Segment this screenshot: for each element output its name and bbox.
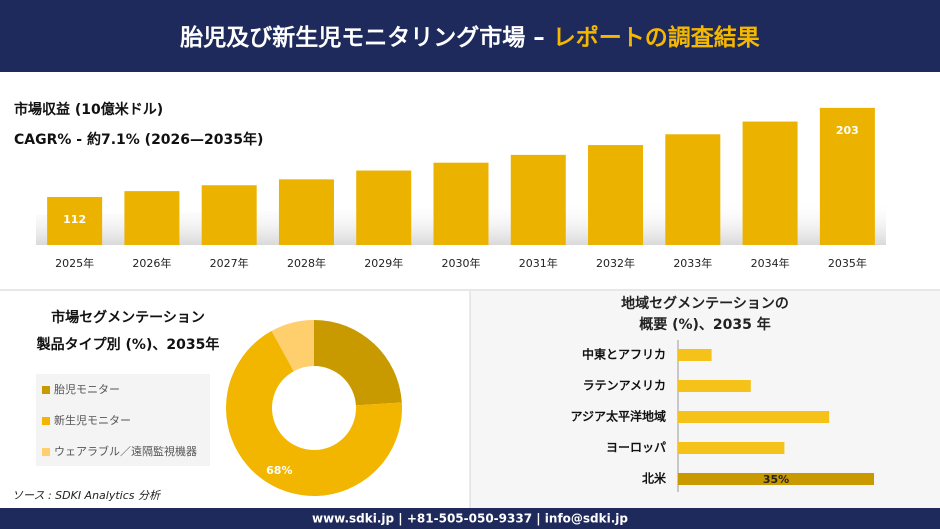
chart-title: 概要 (%)、2035 年: [639, 316, 771, 333]
bar: [47, 196, 103, 245]
x-tick-label: 2034年: [751, 256, 790, 270]
bar: [588, 145, 644, 245]
chart-title: 市場セグメンテーション: [51, 309, 205, 326]
legend-label: ウェアラブル／遠隔監視機器: [54, 444, 197, 458]
footer: www.sdki.jp | +81-505-050-9337 | info@sd…: [312, 512, 628, 526]
bar: [433, 162, 489, 245]
x-tick-label: 2025年: [55, 256, 94, 270]
bar: [510, 154, 566, 245]
donut-segment: [271, 320, 314, 372]
legend-swatch: [42, 448, 50, 456]
x-tick-label: 2027年: [210, 256, 249, 270]
donut-segment: [314, 320, 402, 406]
bar: [356, 170, 412, 245]
source: ソース : SDKI Analytics 分析: [12, 489, 162, 502]
bar: [678, 411, 830, 423]
footer-bar: [0, 508, 940, 529]
legend-swatch: [42, 417, 50, 425]
chart-title: 製品タイプ別 (%)、2035年: [36, 336, 220, 353]
chart-title: 市場収益 (10億米ドル): [14, 101, 163, 118]
header-title-accent: レポートの調査結果: [553, 24, 760, 51]
y-tick-label: ヨーロッパ: [606, 441, 666, 455]
legend-box: [36, 374, 210, 466]
x-tick-label: 2033年: [673, 256, 712, 270]
x-tick-label: 2030年: [442, 256, 481, 270]
donut-segment: [226, 330, 403, 496]
bar: [678, 349, 712, 361]
x-tick-label: 2032年: [596, 256, 635, 270]
x-tick-label: 2031年: [519, 256, 558, 270]
header-title-main: 胎児及び新生児モニタリング市場 –: [180, 24, 545, 51]
data-label: 68%: [266, 464, 292, 477]
y-tick-label: アジア太平洋地域: [570, 409, 666, 424]
bar: [819, 107, 875, 246]
chart-title: 地域セグメンテーションの: [621, 295, 789, 312]
bar: [678, 442, 785, 454]
bar: [678, 473, 874, 485]
legend-swatch: [42, 386, 50, 394]
y-tick-label: 北米: [642, 471, 667, 486]
data-label: 112: [63, 213, 86, 226]
legend-label: 新生児モニター: [54, 413, 131, 427]
bar: [278, 179, 334, 245]
bar: [665, 134, 721, 245]
right-panel: [470, 291, 940, 508]
bar: [742, 121, 798, 245]
data-label: 203: [836, 124, 859, 137]
legend-label: 胎児モニター: [54, 382, 120, 396]
x-tick-label: 2035年: [828, 256, 867, 270]
x-tick-label: 2029年: [364, 256, 403, 270]
y-tick-label: 中東とアフリカ: [582, 347, 666, 362]
bar: [124, 191, 180, 245]
header-title: 胎児及び新生児モニタリング市場 – レポートの調査結果: [180, 24, 760, 51]
chart-subtitle: CAGR% - 約7.1% (2026—2035年): [14, 131, 263, 148]
data-label: 35%: [763, 473, 789, 486]
bar: [678, 380, 751, 392]
x-tick-label: 2028年: [287, 256, 326, 270]
header-bar: [0, 0, 940, 72]
y-tick-label: ラテンアメリカ: [583, 379, 666, 393]
x-tick-label: 2026年: [132, 256, 171, 270]
bar: [201, 185, 257, 245]
